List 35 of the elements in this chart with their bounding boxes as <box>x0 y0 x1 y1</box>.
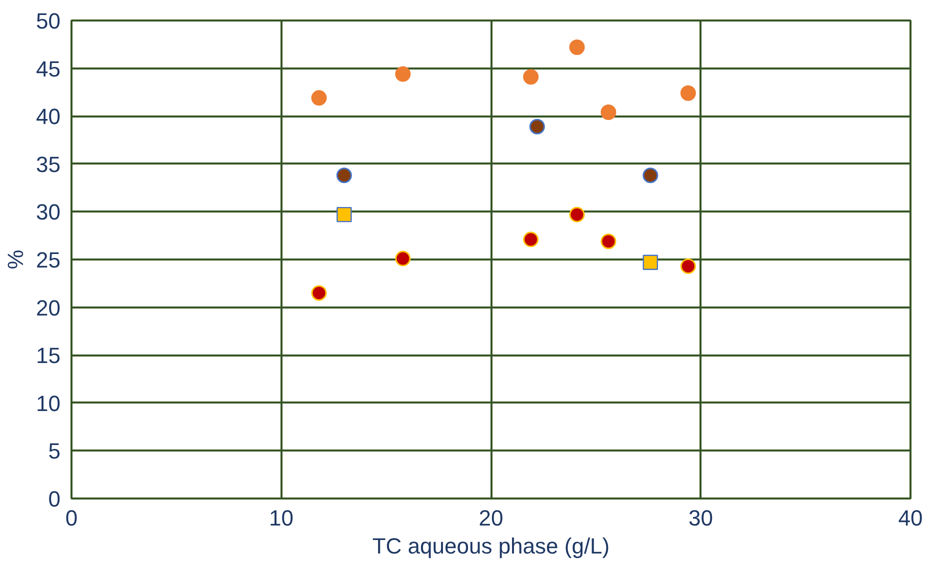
point <box>523 232 539 248</box>
point <box>680 258 696 274</box>
point <box>311 90 327 106</box>
y-tick-label: 30 <box>36 200 61 225</box>
y-tick-label: 35 <box>36 152 61 177</box>
y-tick-label: 40 <box>36 104 61 130</box>
y-tick-label: 50 <box>36 8 61 34</box>
point <box>569 206 585 222</box>
y-tick-label: 10 <box>36 390 61 416</box>
y-axis-title: % <box>3 250 28 270</box>
point <box>680 85 696 101</box>
x-axis-title: TC aqueous phase (g/L) <box>372 534 610 558</box>
point <box>529 118 545 134</box>
y-tick-label: 20 <box>36 295 61 320</box>
point <box>395 250 411 266</box>
point <box>336 206 352 222</box>
x-tick-label: 30 <box>688 506 713 530</box>
y-tick-label: 15 <box>36 343 61 368</box>
x-tick-label: 20 <box>478 506 504 530</box>
point <box>311 285 327 301</box>
x-tick-label: 0 <box>65 506 78 530</box>
point <box>523 69 539 85</box>
point <box>336 168 352 184</box>
y-tick-label: 0 <box>48 486 61 512</box>
point <box>642 168 658 184</box>
point <box>642 254 658 270</box>
point <box>600 234 616 250</box>
y-tick-label: 5 <box>48 438 61 464</box>
point <box>569 40 585 56</box>
x-tick-label: 40 <box>898 506 923 530</box>
point <box>395 66 411 82</box>
x-tick-label: 10 <box>269 506 294 530</box>
y-tick-label: 45 <box>36 56 61 82</box>
point <box>600 104 616 120</box>
y-tick-label: 25 <box>36 248 61 272</box>
